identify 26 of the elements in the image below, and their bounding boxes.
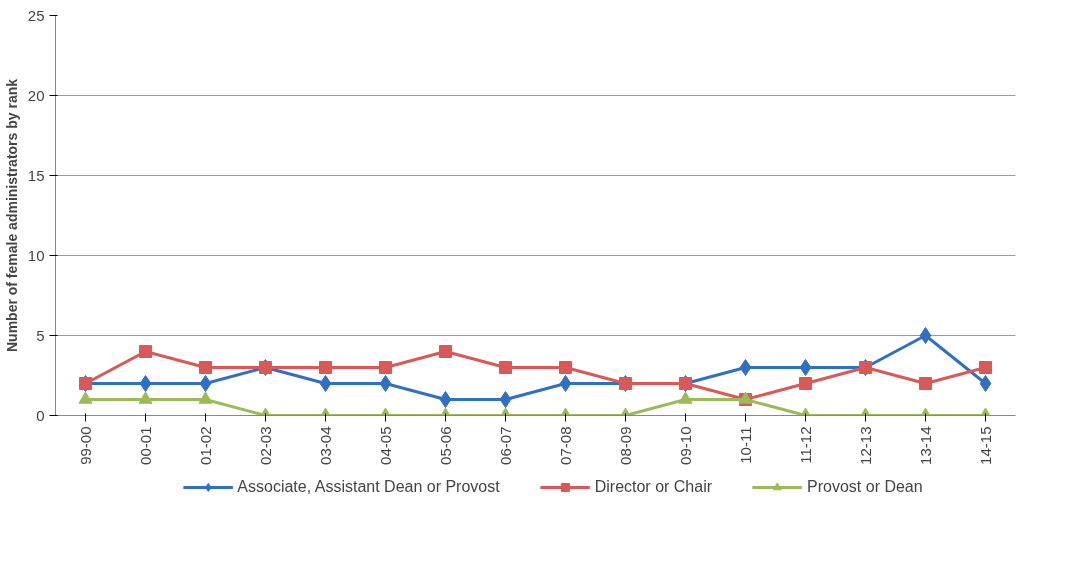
x-tick-label: 00-01 [136,426,154,465]
x-tick-label: 12-13 [856,426,874,465]
x-tick-label: 06-07 [496,426,514,465]
x-tick-label: 08-09 [616,426,634,465]
y-axis-title: Number of female administrators by rank [3,78,20,353]
x-tick-label: 05-06 [436,426,454,465]
x-tick-label: 04-05 [376,426,394,465]
x-tick-label: 09-10 [676,426,694,465]
y-tick-label: 5 [36,326,45,344]
legend-label: Provost or Dean [807,478,923,496]
x-tick-label: 99-00 [76,426,94,465]
y-tick-label: 20 [27,86,45,104]
x-tick-label: 14-15 [976,426,994,465]
y-tick-label: 0 [36,406,45,424]
x-tick-label: 10-11 [736,426,754,464]
x-tick-label: 07-08 [556,426,574,465]
legend-label: Director or Chair [594,478,713,496]
y-tick-label: 15 [27,166,45,184]
legend-label: Associate, Assistant Dean or Provost [237,478,500,496]
x-tick-label: 11-12 [796,426,814,464]
x-tick-label: 03-04 [316,426,334,465]
x-tick-label: 01-02 [196,426,214,465]
y-tick-label: 25 [27,6,45,24]
y-tick-label: 10 [27,246,45,264]
x-tick-label: 13-14 [916,426,934,465]
x-tick-label: 02-03 [256,426,274,465]
